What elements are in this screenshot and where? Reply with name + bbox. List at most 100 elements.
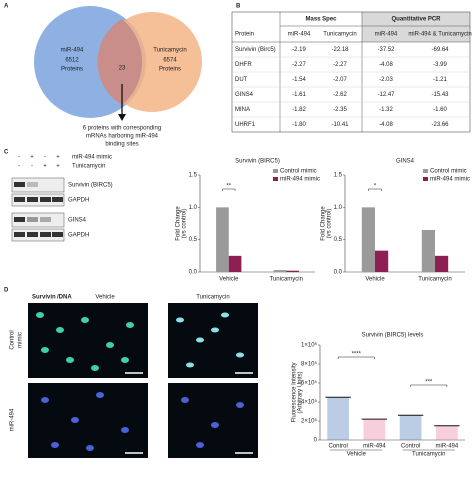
x-tick-label: miR-494: [436, 444, 459, 450]
table-cell: -4.08: [379, 122, 393, 128]
treatment-sign: -: [18, 164, 20, 170]
table-cell: -1.54: [292, 77, 306, 83]
treatment-sign: -: [44, 155, 46, 161]
table-cell: DHFR: [235, 62, 252, 68]
significance-bracket: [410, 384, 448, 387]
table-cell: -2.27: [292, 62, 306, 68]
x-tick-label: Tunicamycin: [418, 277, 451, 283]
significance: ***: [425, 380, 433, 386]
bar: [273, 270, 287, 272]
treatment-sign: +: [56, 164, 60, 170]
y-tick-label: 2×10⁵: [301, 418, 318, 425]
significance-bracket: [368, 188, 382, 191]
table-cell: -22.18: [331, 47, 349, 53]
row-label: mimic: [18, 332, 24, 348]
chart-title: Survivin (BIRC5) levels: [362, 333, 424, 339]
significance: **: [226, 184, 231, 190]
table-cell: MINA: [235, 107, 250, 113]
legend-swatch: [423, 169, 428, 173]
table-cell: -2.03: [379, 77, 393, 83]
treatment-sign: +: [56, 155, 60, 161]
legend-label: miR-494 mimic: [280, 177, 320, 183]
table-cell: -15.43: [431, 92, 449, 98]
table-cell: -2.62: [333, 92, 347, 98]
y-tick-label: 6×10⁵: [301, 380, 318, 387]
stain-label: Survivin: [32, 295, 56, 301]
y-axis-label: (vs control): [327, 209, 333, 239]
y-axis-label: (vs control): [182, 209, 188, 239]
y-axis-label: Fluorescence Intensity: [292, 362, 298, 422]
legend-swatch: [273, 177, 278, 181]
group-label: Vehicle: [347, 452, 367, 458]
y-axis-label: (Arbitrary Units): [298, 371, 304, 413]
table-cell: -1.82: [292, 107, 306, 113]
stain-label: /DNA: [57, 295, 72, 301]
y-tick-label: 0.5: [334, 237, 343, 243]
group-label: Tunicamycin: [412, 452, 445, 458]
x-tick-label: Vehicle: [365, 277, 385, 283]
treatment-sign: -: [18, 155, 20, 161]
y-tick-label: 4×10⁵: [301, 399, 318, 406]
panel-label: D: [4, 288, 9, 294]
chart-title: Survivin (BIRC5): [235, 159, 280, 165]
set-name: miR-494: [61, 48, 84, 54]
x-tick-label: Tunicamycin: [270, 277, 303, 283]
table-cell: -1.60: [433, 107, 447, 113]
panel-label: A: [4, 4, 9, 10]
bar: [361, 207, 375, 272]
set-count: 6574: [163, 58, 177, 64]
significance-bracket: [337, 356, 375, 359]
blot-images: [11, 177, 65, 242]
table-cell: -2.07: [333, 77, 347, 83]
venn-overlap: [97, 19, 143, 105]
table-cell: -69.64: [431, 47, 449, 53]
table-cell: DUT: [235, 77, 248, 83]
table-cell: Survivin (Birc5): [235, 47, 276, 53]
table-cell: -1.80: [292, 122, 306, 128]
set-count: 6512: [65, 58, 79, 64]
significance: ****: [352, 352, 362, 358]
legend-label: Control mimic: [430, 169, 467, 175]
y-tick-label: 1.5: [189, 173, 198, 179]
blot-label: GINS4: [68, 218, 87, 224]
column-header: miR-494: [288, 32, 311, 38]
y-tick-label: 1.0: [334, 205, 343, 211]
table-cell: -3.99: [433, 62, 447, 68]
significance: *: [374, 184, 377, 190]
legend-swatch: [423, 177, 428, 181]
table-cell: -10.41: [331, 122, 349, 128]
bar: [228, 255, 242, 272]
treatment-name: Tunicamycin: [72, 164, 105, 170]
bar: [216, 207, 229, 272]
mean-bar: [436, 425, 458, 440]
y-axis-label: Fold Change: [321, 206, 327, 241]
y-tick-label: 1.5: [334, 173, 343, 179]
y-axis-label: Fold Change: [176, 206, 182, 241]
row-label: Control: [10, 330, 16, 349]
column-header: Tunicamycin: [323, 32, 356, 38]
mean-bar: [363, 419, 386, 440]
group-header: Mass Spec: [305, 17, 337, 23]
row-label: miR-494: [10, 408, 16, 431]
column-label: Vehicle: [95, 295, 115, 301]
set-unit: Proteins: [61, 67, 83, 73]
y-tick-label: 0.0: [189, 270, 198, 276]
set-unit: Proteins: [159, 67, 181, 73]
y-tick-label: 0: [314, 438, 318, 444]
treatment-name: miR-494 mimic: [72, 155, 112, 161]
arrow-head: [118, 114, 126, 121]
overlap-count: 23: [119, 66, 126, 72]
note-line: mRNAs harboring miR-494: [86, 134, 159, 140]
chart-title: GINS4: [396, 159, 415, 165]
treatment-sign: +: [43, 164, 47, 170]
x-tick-label: Control: [401, 444, 420, 450]
table-cell: -2.35: [333, 107, 347, 113]
y-tick-label: 8×10⁵: [301, 361, 318, 368]
table-cell: -1.21: [433, 77, 447, 83]
x-tick-label: Vehicle: [219, 277, 239, 283]
set-name: Tunicamycin: [153, 48, 186, 54]
panel-label: B: [236, 4, 241, 10]
table-cell: -12.47: [377, 92, 395, 98]
table-cell: -1.61: [292, 92, 306, 98]
blot-label: GAPDH: [68, 198, 89, 204]
